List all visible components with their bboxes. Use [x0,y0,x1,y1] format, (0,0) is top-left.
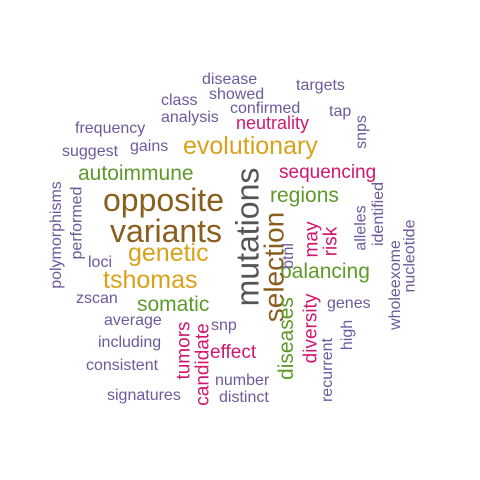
word-high: high [339,319,357,351]
word-signatures: signatures [107,387,181,404]
word-btnl: btnl [279,243,297,269]
word-number: number [215,372,270,389]
word-effect: effect [210,342,257,363]
word-tshomas: tshomas [103,266,198,294]
word-frequency: frequency [75,120,146,137]
word-sequencing: sequencing [279,162,377,183]
word-average: average [104,312,162,329]
word-autoimmune: autoimmune [78,162,194,185]
word-variants: variants [110,213,223,249]
word-evolutionary: evolutionary [183,132,318,160]
word-genes: genes [327,295,371,312]
word-diseases: diseases [274,297,298,380]
word-somatic: somatic [137,293,210,316]
word-nucleotide: nucleotide [401,219,419,293]
word-tumors: tumors [173,321,195,380]
word-genetic: genetic [128,239,209,267]
word-showed: showed [209,86,265,103]
word-consistent: consistent [86,357,159,374]
word-zscan: zscan [76,290,118,307]
word-gains: gains [130,138,169,155]
word-wholeexome: wholeexome [386,240,404,330]
word-tap: tap [329,103,352,120]
word-balancing: balancing [280,260,370,283]
word-distinct: distinct [219,389,269,406]
word-candidate: candidate [192,323,214,406]
word-analysis: analysis [161,109,219,126]
word-alleles: alleles [352,205,370,251]
word-class: class [161,92,198,109]
word-regions: regions [270,184,339,207]
word-snp: snp [211,317,237,334]
word-may: may [301,221,323,258]
word-risk: risk [320,226,342,257]
word-including: including [98,334,162,351]
word-suggest: suggest [62,143,119,160]
word-diversity: diversity [300,293,322,364]
word-confirmed: confirmed [230,100,301,117]
word-recurrent: recurrent [319,337,337,403]
word-neutrality: neutrality [236,113,310,133]
word-snps: snps [352,115,370,149]
word-loci: loci [88,254,113,271]
word-performed: performed [68,186,86,260]
word-targets: targets [296,77,345,94]
word-disease: disease [202,71,258,88]
word-identified: identified [370,181,388,247]
word-opposite: opposite [103,182,224,218]
word-polymorphisms: polymorphisms [47,181,65,289]
